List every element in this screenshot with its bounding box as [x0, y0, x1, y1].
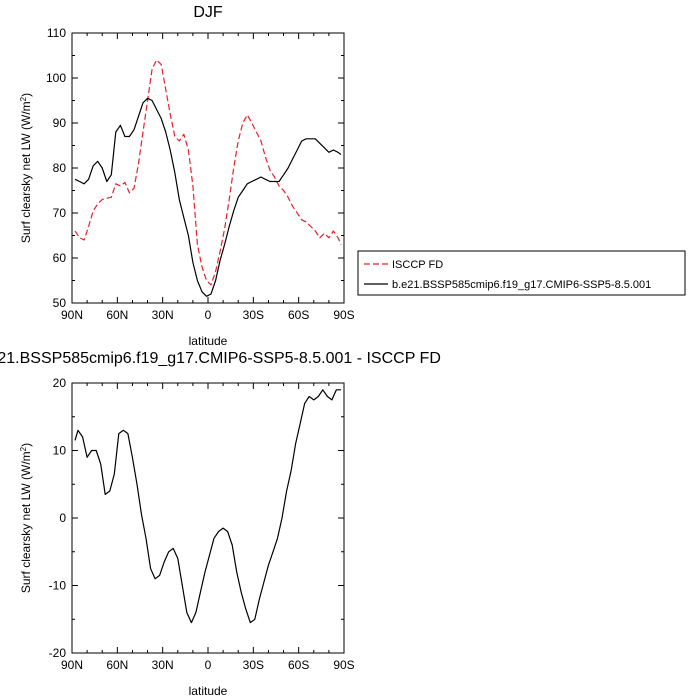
x-tick-label-top-1: 60N — [106, 308, 128, 322]
y-tick-label-top-4: 90 — [53, 116, 67, 130]
x-tick-label-top-3: 0 — [205, 308, 212, 322]
series-line-bottom-0 — [74, 389, 341, 624]
series-lines-bottom — [74, 389, 341, 624]
x-tick-label-bottom-3: 0 — [205, 658, 212, 672]
y-tick-label-bottom-0: -20 — [49, 646, 67, 660]
x-tick-label-bottom-4: 30S — [243, 658, 264, 672]
y-ticks-bottom: -20 -10 0 10 20 — [49, 376, 344, 660]
x-tick-label-bottom-1: 60N — [106, 658, 128, 672]
y-tick-label-top-2: 70 — [53, 206, 67, 220]
x-tick-label-bottom-6: 90S — [333, 658, 354, 672]
legend-box — [357, 250, 686, 296]
x-tick-label-bottom-2: 30N — [152, 658, 174, 672]
x-tick-label-top-5: 60S — [288, 308, 309, 322]
plot-frame-top — [71, 32, 345, 304]
y-axis-label-bottom: Surf clearsky net LW (W/m2) — [19, 443, 33, 593]
y-tick-label-top-1: 60 — [53, 251, 67, 265]
x-tick-label-top-2: 30N — [152, 308, 174, 322]
chart-title-bottom: b.e21.BSSP585cmip6.f19_g17.CMIP6-SSP5-8.… — [0, 350, 441, 367]
legend-label-model: b.e21.BSSP585cmip6.f19_g17.CMIP6-SSP5-8.… — [392, 279, 651, 291]
panel-bottom: b.e21.BSSP585cmip6.f19_g17.CMIP6-SSP5-8.… — [0, 350, 441, 698]
x-tick-label-top-4: 30S — [243, 308, 264, 322]
x-ticks-top: 90N 60N 30N 0 30S 60S 90S — [61, 33, 355, 322]
y-tick-label-bottom-4: 20 — [53, 376, 67, 390]
y-ticks-top: 50 60 70 80 90 100 110 — [46, 26, 344, 310]
y-tick-label-bottom-3: 10 — [53, 444, 67, 458]
x-tick-label-top-0: 90N — [61, 308, 83, 322]
y-tick-label-bottom-2: 0 — [59, 511, 66, 525]
x-axis-label-top: latitude — [189, 334, 228, 348]
legend-label-isccp: ISCCP FD — [392, 259, 443, 271]
y-tick-label-top-6: 110 — [47, 26, 66, 40]
x-tick-label-bottom-5: 60S — [288, 658, 309, 672]
y-tick-label-top-3: 80 — [53, 161, 67, 175]
y-tick-label-top-5: 100 — [46, 71, 66, 85]
series-line-top-0 — [74, 59, 342, 286]
y-tick-label-bottom-1: -10 — [49, 579, 67, 593]
plot-frame-bottom — [71, 382, 345, 654]
series-lines-top — [74, 59, 342, 297]
x-tick-label-bottom-0: 90N — [61, 658, 83, 672]
chart-title-top: DJF — [193, 4, 223, 21]
x-axis-label-bottom: latitude — [189, 684, 228, 698]
y-tick-label-top-0: 50 — [53, 296, 67, 310]
x-tick-label-top-6: 90S — [333, 308, 354, 322]
panel-top: DJF 50 60 70 80 90 100 110 90N 60N 30N 0 30S 60S 90S… — [19, 4, 686, 348]
y-axis-label-top: Surf clearsky net LW (W/m2) — [19, 93, 33, 243]
x-ticks-bottom: 90N 60N 30N 0 30S 60S 90S — [61, 383, 355, 672]
series-line-top-1 — [74, 97, 342, 297]
legend: ISCCP FD b.e21.BSSP585cmip6.f19_g17.CMIP… — [357, 250, 686, 296]
